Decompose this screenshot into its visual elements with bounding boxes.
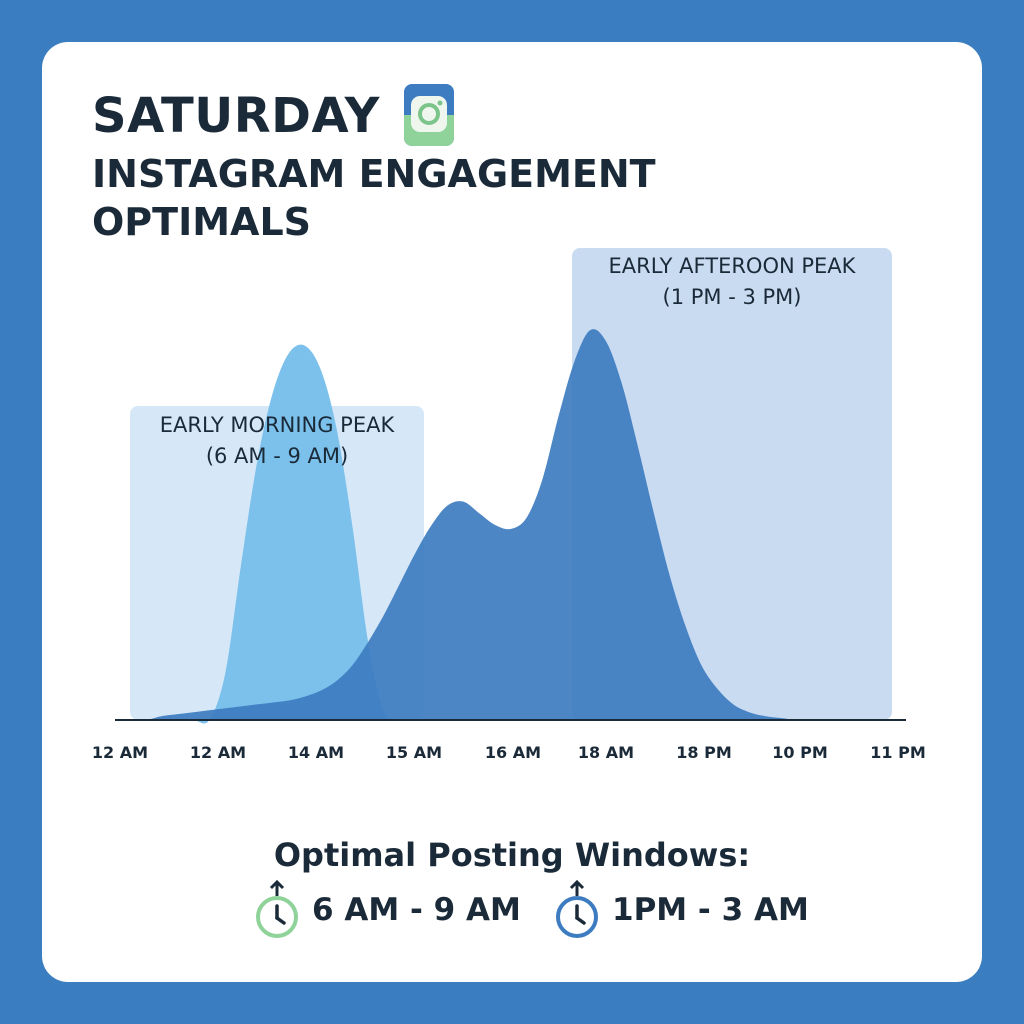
x-tick-label: 12 AM xyxy=(92,743,148,762)
x-tick-label: 18 PM xyxy=(676,743,731,762)
chart-title: SATURDAY xyxy=(92,88,380,144)
chart-subtitle: INSTAGRAM ENGAGEMENT OPTIMALS xyxy=(92,150,656,246)
posting-window-afternoon-label: 1PM - 3 AM xyxy=(612,892,809,928)
subtitle-line-2: OPTIMALS xyxy=(92,200,312,244)
band-label: EARLY MORNING PEAK xyxy=(160,413,396,437)
x-tick-label: 11 PM xyxy=(870,743,925,762)
x-tick-label: 18 AM xyxy=(578,743,634,762)
morning-engagement-area xyxy=(130,344,892,724)
posting-window-morning: 6 AM - 9 AM xyxy=(252,880,521,940)
x-tick-label: 10 PM xyxy=(772,743,827,762)
band-label: (6 AM - 9 AM) xyxy=(206,444,348,468)
afternoon-engagement-area xyxy=(130,329,892,721)
band-label: EARLY AFTEROON PEAK xyxy=(609,254,857,278)
clock-icon xyxy=(556,880,598,938)
posting-window-morning-label: 6 AM - 9 AM xyxy=(312,892,521,928)
x-tick-label: 15 AM xyxy=(386,743,442,762)
band-label: (1 PM - 3 PM) xyxy=(663,285,802,309)
x-tick-label: 16 AM xyxy=(485,743,541,762)
x-tick-label: 12 AM xyxy=(190,743,246,762)
footer-title: Optimal Posting Windows: xyxy=(273,836,751,874)
clock-icon xyxy=(256,880,298,938)
x-tick-label: 14 AM xyxy=(288,743,344,762)
posting-window-afternoon: 1PM - 3 AM xyxy=(552,880,809,940)
subtitle-line-1: INSTAGRAM ENGAGEMENT xyxy=(92,152,656,196)
instagram-icon xyxy=(404,84,454,146)
